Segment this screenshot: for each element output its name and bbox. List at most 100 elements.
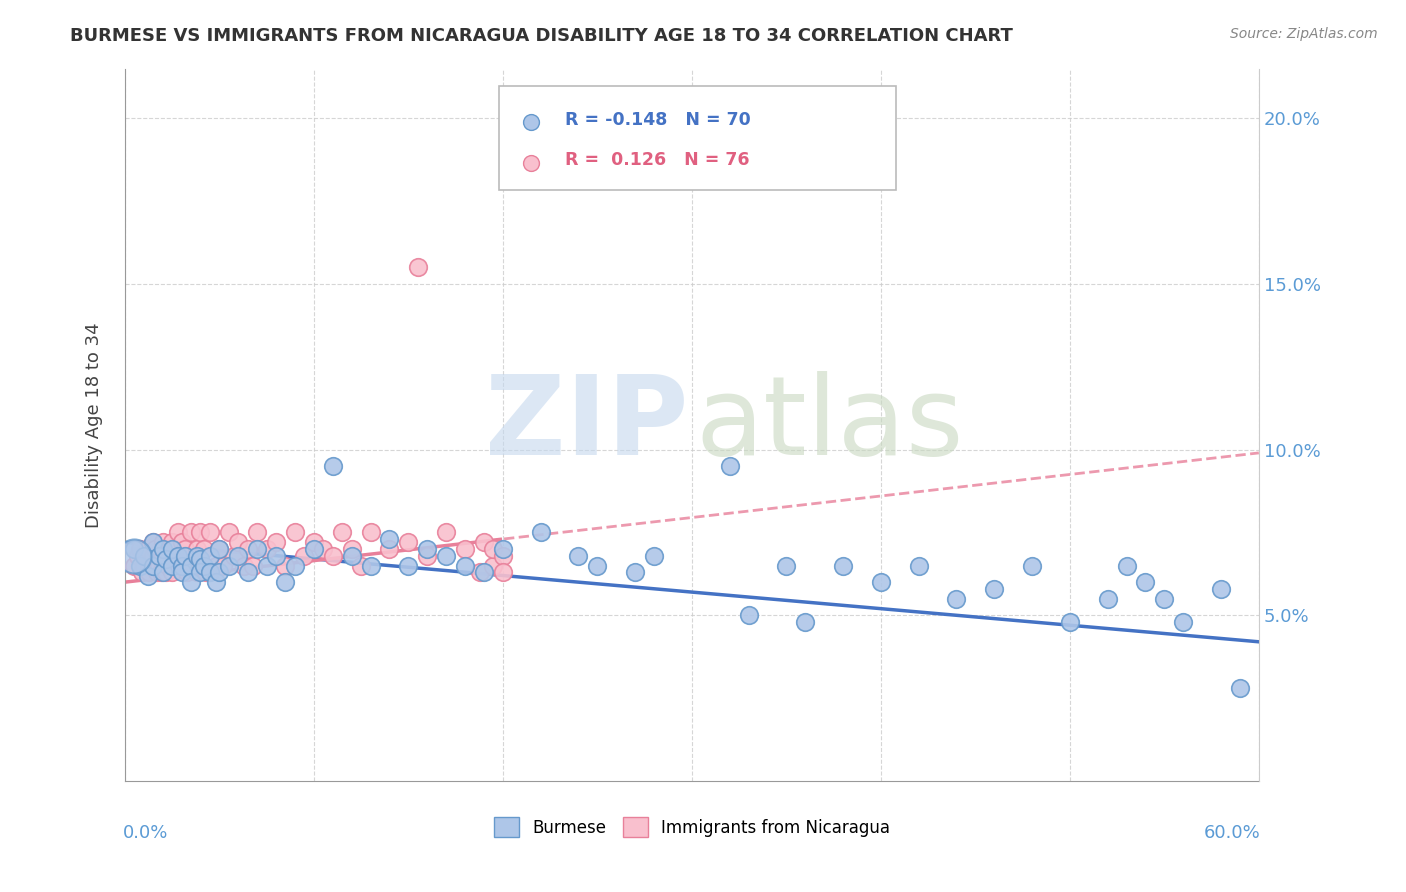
Point xyxy=(180,558,202,573)
Point xyxy=(142,558,165,573)
Point xyxy=(1173,615,1195,629)
Point xyxy=(264,535,287,549)
Point xyxy=(330,525,353,540)
Point xyxy=(180,575,202,590)
Point xyxy=(482,541,505,556)
Point xyxy=(198,549,221,563)
Point xyxy=(350,558,373,573)
Point xyxy=(232,558,254,573)
Point xyxy=(360,525,382,540)
Point xyxy=(195,565,218,579)
Point xyxy=(256,558,278,573)
Point xyxy=(567,549,589,563)
Point xyxy=(737,608,759,623)
Point xyxy=(378,532,401,546)
Point xyxy=(142,549,165,563)
Point xyxy=(360,558,382,573)
Point xyxy=(416,549,439,563)
Point xyxy=(482,558,505,573)
Point xyxy=(643,549,665,563)
Point xyxy=(170,565,193,579)
Point xyxy=(155,549,177,563)
Point xyxy=(302,535,325,549)
Point xyxy=(190,565,212,579)
Point xyxy=(160,541,183,556)
Point xyxy=(148,558,170,573)
Point xyxy=(170,535,193,549)
Point xyxy=(530,525,553,540)
Point xyxy=(322,549,344,563)
Point xyxy=(138,558,160,573)
Point xyxy=(1059,615,1081,629)
Point xyxy=(160,558,183,573)
Point xyxy=(198,565,221,579)
Point xyxy=(142,558,165,573)
Point xyxy=(153,541,176,556)
Point xyxy=(396,558,419,573)
Point xyxy=(340,541,363,556)
Point xyxy=(224,549,246,563)
Point xyxy=(208,565,231,579)
Text: 60.0%: 60.0% xyxy=(1204,824,1261,842)
Point xyxy=(160,535,183,549)
Point xyxy=(242,558,264,573)
Point xyxy=(378,541,401,556)
Point xyxy=(624,565,647,579)
Point xyxy=(124,558,146,573)
Point xyxy=(186,541,208,556)
Point xyxy=(132,549,155,563)
Point xyxy=(284,525,307,540)
Text: R = -0.148   N = 70: R = -0.148 N = 70 xyxy=(565,111,751,128)
Point xyxy=(302,541,325,556)
Point xyxy=(132,558,155,573)
Point xyxy=(190,558,212,573)
Point xyxy=(1115,558,1137,573)
Point xyxy=(470,565,492,579)
Point xyxy=(945,591,967,606)
Text: ZIP: ZIP xyxy=(485,371,689,478)
Point xyxy=(152,541,174,556)
Point xyxy=(794,615,817,629)
Point xyxy=(472,565,495,579)
Point xyxy=(226,535,249,549)
Point xyxy=(284,558,307,573)
Text: 0.0%: 0.0% xyxy=(122,824,169,842)
Point xyxy=(157,558,180,573)
Point xyxy=(218,525,240,540)
Point xyxy=(176,565,198,579)
Point xyxy=(212,558,235,573)
Point xyxy=(152,549,174,563)
Point xyxy=(148,549,170,563)
Point xyxy=(204,575,226,590)
Point xyxy=(160,565,183,579)
Point xyxy=(492,565,515,579)
Point xyxy=(152,565,174,579)
Point xyxy=(148,549,170,563)
Point xyxy=(681,154,703,169)
Point xyxy=(396,535,419,549)
Point xyxy=(180,525,202,540)
Legend: Burmese, Immigrants from Nicaragua: Burmese, Immigrants from Nicaragua xyxy=(486,810,897,844)
Point xyxy=(434,549,457,563)
Point xyxy=(129,558,152,573)
Point xyxy=(983,582,1005,596)
Point xyxy=(152,535,174,549)
Text: atlas: atlas xyxy=(695,371,963,478)
Point xyxy=(190,525,212,540)
Point xyxy=(586,558,609,573)
Point xyxy=(129,541,152,556)
Point xyxy=(1229,681,1251,696)
Point xyxy=(218,558,240,573)
Point xyxy=(132,549,155,563)
Point xyxy=(146,565,169,579)
Point xyxy=(143,541,166,556)
Point xyxy=(180,558,202,573)
Point xyxy=(166,549,188,563)
Point xyxy=(274,558,297,573)
Point xyxy=(907,558,929,573)
FancyBboxPatch shape xyxy=(499,87,896,190)
Text: BURMESE VS IMMIGRANTS FROM NICARAGUA DISABILITY AGE 18 TO 34 CORRELATION CHART: BURMESE VS IMMIGRANTS FROM NICARAGUA DIS… xyxy=(70,27,1014,45)
Point xyxy=(226,549,249,563)
Point xyxy=(264,549,287,563)
Point xyxy=(256,541,278,556)
